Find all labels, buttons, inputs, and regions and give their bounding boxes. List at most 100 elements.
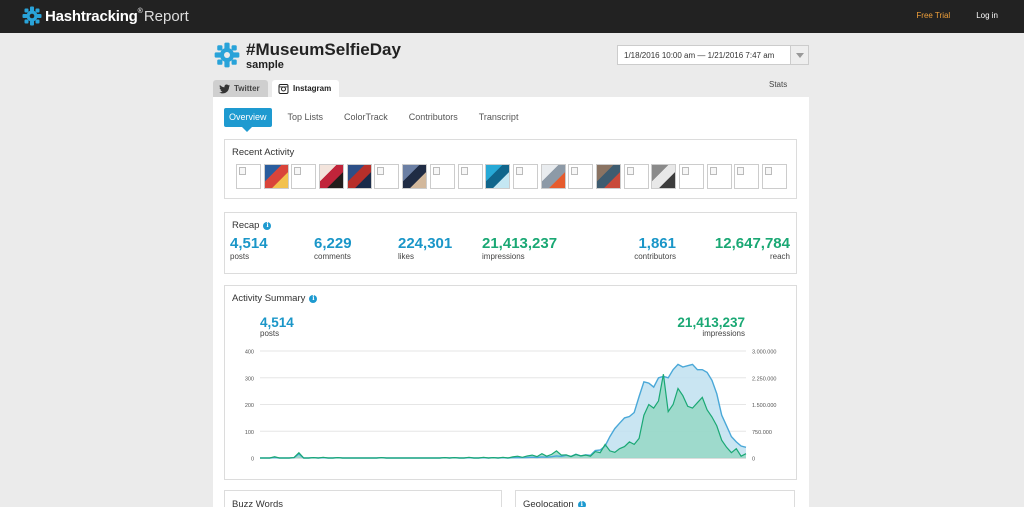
activity-chart: 400 3.000.000 300 2.250.000 200 1.500.000 100 7… bbox=[245, 350, 777, 463]
activity-summary-title: Activity Summary i bbox=[232, 293, 318, 304]
activity-thumbnail[interactable] bbox=[485, 164, 511, 189]
login-link[interactable]: Log in bbox=[976, 11, 998, 20]
activity-thumbnail[interactable] bbox=[762, 164, 788, 189]
tab-twitter-label: Twitter bbox=[234, 84, 260, 93]
impressions-area bbox=[260, 374, 746, 458]
activity-thumbnail[interactable] bbox=[540, 164, 566, 189]
activity-summary-card: Activity Summary i 4,514 posts 21,413,23… bbox=[224, 285, 797, 480]
twitter-icon bbox=[219, 84, 230, 93]
recap-comments-label: comments bbox=[314, 252, 351, 261]
page-title: #MuseumSelfieDay bbox=[246, 40, 401, 59]
summary-posts-value: 4,514 bbox=[260, 315, 294, 330]
recap-impressions: 21,413,237 impressions bbox=[482, 235, 557, 261]
chevron-down-icon[interactable] bbox=[790, 46, 808, 64]
info-icon[interactable]: i bbox=[263, 221, 272, 230]
y-axis-right-tick-label: 2.250.000 bbox=[752, 376, 776, 382]
y-axis-left-tick-label: 300 bbox=[245, 376, 254, 382]
recent-activity-thumbnails bbox=[236, 164, 790, 189]
activity-thumbnail[interactable] bbox=[568, 164, 594, 189]
recap-contributors-value: 1,861 bbox=[638, 235, 676, 252]
recent-activity-title: Recent Activity bbox=[232, 147, 295, 158]
activity-summary-title-text: Activity Summary bbox=[232, 293, 306, 304]
activity-thumbnail[interactable] bbox=[706, 164, 732, 189]
report-subnav: Overview Top Lists ColorTrack Contributo… bbox=[224, 108, 539, 132]
free-trial-link[interactable]: Free Trial bbox=[916, 11, 951, 20]
y-axis-left-tick-label: 400 bbox=[245, 350, 254, 356]
recap-title: Recap i bbox=[232, 220, 272, 231]
recap-posts-label: posts bbox=[230, 252, 250, 261]
top-nav-links: Free Trial Log in bbox=[916, 11, 998, 20]
recap-contributors: 1,861 contributors bbox=[634, 235, 676, 261]
summary-impressions-value: 21,413,237 bbox=[677, 315, 745, 330]
tab-transcript[interactable]: Transcript bbox=[478, 112, 519, 122]
recap-contributors-label: contributors bbox=[634, 252, 676, 261]
recap-reach-value: 12,647,784 bbox=[714, 235, 790, 252]
y-axis-left-tick-label: 0 bbox=[251, 457, 254, 463]
summary-posts: 4,514 posts bbox=[260, 315, 294, 338]
summary-impressions: 21,413,237 impressions bbox=[677, 315, 745, 338]
activity-thumbnail[interactable] bbox=[457, 164, 483, 189]
y-axis-right-tick-label: 750.000 bbox=[752, 430, 772, 436]
report-subtitle: sample bbox=[246, 59, 284, 71]
top-navbar: Hashtracking ® Report Free Trial Log in bbox=[0, 0, 1024, 33]
posts-area bbox=[260, 364, 746, 458]
y-axis-right-tick-label: 0 bbox=[752, 457, 755, 463]
recap-comments: 6,229 comments bbox=[314, 235, 352, 261]
instagram-icon bbox=[278, 83, 289, 94]
tab-instagram-label: Instagram bbox=[293, 84, 332, 93]
stats-link[interactable]: Stats bbox=[769, 80, 788, 89]
summary-impressions-label: impressions bbox=[702, 329, 745, 338]
y-axis-right-tick-label: 3.000.000 bbox=[752, 350, 776, 356]
summary-posts-label: posts bbox=[260, 329, 280, 338]
info-icon[interactable]: i bbox=[309, 294, 318, 303]
activity-thumbnail[interactable] bbox=[623, 164, 649, 189]
geolocation-title-text: Geolocation bbox=[523, 499, 574, 507]
tab-colortrack[interactable]: ColorTrack bbox=[344, 112, 388, 122]
recap-reach: 12,647,784 reach bbox=[715, 235, 790, 261]
tab-contributors[interactable]: Contributors bbox=[408, 112, 458, 122]
activity-thumbnail[interactable] bbox=[429, 164, 455, 189]
y-axis-right-tick-label: 1.500.000 bbox=[752, 403, 776, 409]
recap-likes: 224,301 likes bbox=[398, 235, 452, 261]
hashtracking-logo-icon bbox=[22, 6, 42, 26]
geolocation-card: Geolocation i bbox=[515, 490, 795, 507]
impressions-line bbox=[260, 374, 747, 459]
activity-thumbnail[interactable] bbox=[319, 164, 345, 189]
recap-impressions-value: 21,413,237 bbox=[482, 235, 558, 252]
recap-likes-value: 224,301 bbox=[398, 235, 453, 252]
recap-card: Recap i 4,514 posts 6,229 comments 224,3… bbox=[224, 212, 797, 274]
activity-thumbnail[interactable] bbox=[512, 164, 538, 189]
date-range-value: 1/18/2016 10:00 am — 1/21/2016 7:47 am bbox=[624, 51, 775, 60]
tab-overview[interactable]: Overview bbox=[224, 108, 272, 132]
recap-likes-label: likes bbox=[398, 252, 415, 261]
activity-thumbnail[interactable] bbox=[679, 164, 704, 189]
report-header: #MuseumSelfieDay sample bbox=[214, 40, 401, 71]
buzz-words-title: Buzz Words bbox=[232, 499, 284, 507]
activity-thumbnail[interactable] bbox=[651, 164, 677, 189]
activity-thumbnail[interactable] bbox=[291, 164, 317, 189]
recap-impressions-label: impressions bbox=[482, 252, 525, 261]
y-axis-left-tick-label: 200 bbox=[245, 403, 254, 409]
recap-posts-value: 4,514 bbox=[230, 235, 268, 252]
activity-thumbnail[interactable] bbox=[236, 164, 261, 189]
brand-name: Hashtracking bbox=[45, 7, 138, 25]
activity-thumbnail[interactable] bbox=[346, 164, 372, 189]
tab-instagram[interactable]: Instagram bbox=[272, 80, 339, 97]
activity-thumbnail[interactable] bbox=[374, 164, 400, 189]
activity-thumbnail[interactable] bbox=[595, 164, 621, 189]
recap-title-text: Recap bbox=[232, 220, 260, 231]
brand-logo[interactable]: Hashtracking ® Report bbox=[22, 5, 189, 27]
info-icon[interactable]: i bbox=[577, 500, 586, 507]
activity-thumbnail[interactable] bbox=[734, 164, 760, 189]
recap-posts: 4,514 posts bbox=[230, 235, 268, 261]
tab-twitter[interactable]: Twitter bbox=[213, 80, 268, 97]
hashtag-gear-icon bbox=[214, 42, 240, 68]
y-axis-left-tick-label: 100 bbox=[245, 430, 254, 436]
activity-thumbnail[interactable] bbox=[263, 164, 289, 189]
brand-report-label: Report bbox=[143, 7, 189, 25]
activity-thumbnail[interactable] bbox=[402, 164, 428, 189]
date-range-select[interactable]: 1/18/2016 10:00 am — 1/21/2016 7:47 am bbox=[617, 45, 809, 65]
tab-top-lists[interactable]: Top Lists bbox=[287, 112, 324, 122]
recent-activity-card: Recent Activity bbox=[224, 139, 797, 199]
geolocation-title: Geolocation i bbox=[523, 499, 586, 507]
